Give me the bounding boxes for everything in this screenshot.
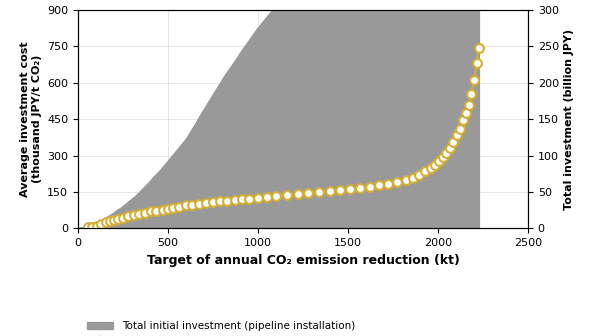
Average investment cost of each route ranked by pay-back period bbox=[345, 186, 355, 192]
Average investment cost of each route ranked by pay-back period bbox=[134, 211, 144, 217]
Average investment cost of each route ranked by pay-back period bbox=[304, 190, 313, 196]
Average investment cost of each route ranked by pay-back period bbox=[215, 199, 225, 204]
Y-axis label: Total investment (billion JPY): Total investment (billion JPY) bbox=[565, 29, 574, 210]
Average investment cost of each route ranked by pay-back period bbox=[158, 207, 167, 212]
Average investment cost of each route ranked by pay-back period bbox=[105, 218, 115, 224]
X-axis label: Target of annual CO₂ emission reduction (kt): Target of annual CO₂ emission reduction … bbox=[146, 254, 460, 267]
Average investment cost of each route ranked by pay-back period bbox=[230, 197, 239, 203]
Average investment cost of each route ranked by pay-back period bbox=[452, 132, 462, 138]
Average investment cost of each route ranked by pay-back period bbox=[408, 175, 418, 180]
Average investment cost of each route ranked by pay-back period bbox=[123, 214, 133, 219]
Average investment cost of each route ranked by pay-back period bbox=[445, 146, 455, 151]
Average investment cost of each route ranked by pay-back period bbox=[464, 102, 473, 108]
Average investment cost of each route ranked by pay-back period bbox=[431, 162, 440, 167]
Average investment cost of each route ranked by pay-back period bbox=[223, 198, 232, 203]
Average investment cost of each route ranked by pay-back period bbox=[174, 204, 184, 209]
Average investment cost of each route ranked by pay-back period bbox=[118, 215, 128, 220]
Average investment cost of each route ranked by pay-back period bbox=[97, 221, 106, 227]
Average investment cost of each route ranked by pay-back period bbox=[449, 140, 458, 145]
Legend: Total initial investment (pipeline installation), Average investment cost of eac: Total initial investment (pipeline insta… bbox=[83, 317, 472, 336]
Average investment cost of each route ranked by pay-back period bbox=[201, 200, 211, 206]
Average investment cost of each route ranked by pay-back period bbox=[461, 111, 471, 116]
Average investment cost of each route ranked by pay-back period bbox=[314, 190, 324, 195]
Average investment cost of each route ranked by pay-back period bbox=[194, 202, 203, 207]
Average investment cost of each route ranked by pay-back period bbox=[426, 166, 436, 171]
Average investment cost of each route ranked by pay-back period bbox=[113, 216, 122, 221]
Average investment cost of each route ranked by pay-back period bbox=[467, 91, 476, 96]
Average investment cost of each route ranked by pay-back period bbox=[282, 192, 292, 197]
Average investment cost of each route ranked by pay-back period bbox=[208, 200, 218, 205]
Average investment cost of each route ranked by pay-back period bbox=[129, 212, 139, 218]
Average investment cost of each route ranked by pay-back period bbox=[392, 180, 401, 185]
Average investment cost of each route ranked by pay-back period bbox=[237, 197, 247, 202]
Average investment cost of each route ranked by pay-back period bbox=[474, 45, 484, 50]
Average investment cost of each route ranked by pay-back period bbox=[383, 181, 392, 187]
Average investment cost of each route ranked by pay-back period bbox=[442, 151, 451, 156]
Average investment cost of each route ranked by pay-back period bbox=[458, 118, 468, 123]
Average investment cost of each route ranked by pay-back period bbox=[262, 194, 272, 200]
Average investment cost of each route ranked by pay-back period bbox=[355, 185, 365, 191]
Average investment cost of each route ranked by pay-back period bbox=[472, 61, 482, 66]
Average investment cost of each route ranked by pay-back period bbox=[325, 188, 335, 194]
Average investment cost of each route ranked by pay-back period bbox=[83, 224, 93, 230]
Average investment cost of each route ranked by pay-back period bbox=[146, 209, 156, 214]
Average investment cost of each route ranked by pay-back period bbox=[140, 210, 149, 215]
Average investment cost of each route ranked by pay-back period bbox=[455, 126, 464, 132]
Average investment cost of each route ranked by pay-back period bbox=[365, 184, 374, 190]
Average investment cost of each route ranked by pay-back period bbox=[181, 203, 191, 208]
Average investment cost of each route ranked by pay-back period bbox=[401, 177, 410, 183]
Average investment cost of each route ranked by pay-back period bbox=[188, 202, 197, 207]
Y-axis label: Average investment cost
(thousand JPY/t CO₂): Average investment cost (thousand JPY/t … bbox=[20, 41, 41, 197]
Average investment cost of each route ranked by pay-back period bbox=[438, 155, 448, 160]
Average investment cost of each route ranked by pay-back period bbox=[244, 196, 254, 201]
Average investment cost of each route ranked by pay-back period bbox=[434, 158, 444, 164]
Average investment cost of each route ranked by pay-back period bbox=[374, 182, 383, 188]
Average investment cost of each route ranked by pay-back period bbox=[109, 217, 119, 223]
Average investment cost of each route ranked by pay-back period bbox=[415, 172, 424, 178]
Average investment cost of each route ranked by pay-back period bbox=[101, 220, 111, 225]
Average investment cost of each route ranked by pay-back period bbox=[253, 195, 263, 200]
Average investment cost of each route ranked by pay-back period bbox=[88, 224, 97, 229]
Average investment cost of each route ranked by pay-back period bbox=[92, 223, 102, 228]
Average investment cost of each route ranked by pay-back period bbox=[169, 205, 178, 211]
Average investment cost of each route ranked by pay-back period bbox=[163, 206, 173, 211]
Average investment cost of each route ranked by pay-back period bbox=[335, 187, 345, 192]
Average investment cost of each route ranked by pay-back period bbox=[421, 169, 430, 174]
Average investment cost of each route ranked by pay-back period bbox=[271, 193, 281, 198]
Average investment cost of each route ranked by pay-back period bbox=[293, 191, 302, 197]
Average investment cost of each route ranked by pay-back period bbox=[469, 78, 479, 83]
Average investment cost of each route ranked by pay-back period bbox=[151, 208, 161, 214]
